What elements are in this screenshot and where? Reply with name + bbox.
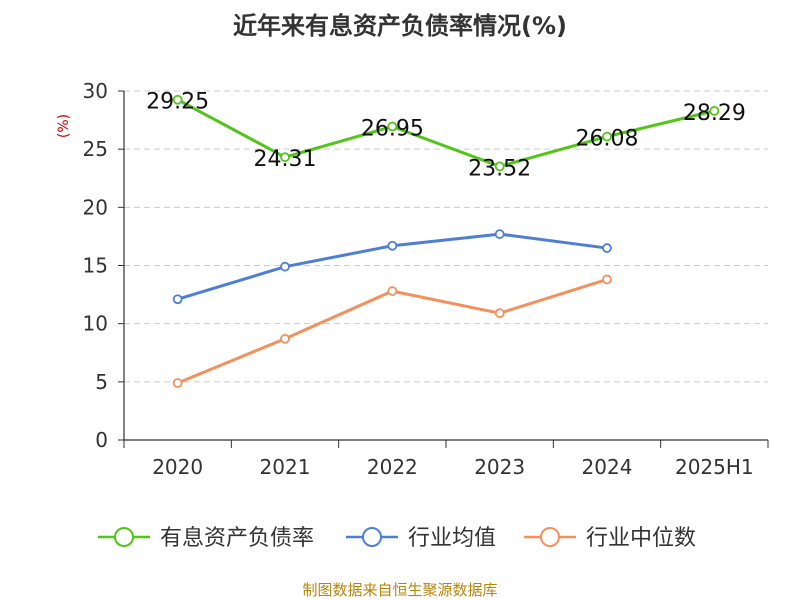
- x-tick-label: 2021: [260, 455, 311, 479]
- data-point: [387, 121, 398, 132]
- source-note: 制图数据来自恒生聚源数据库: [302, 581, 498, 599]
- y-axis-unit-label: (%): [56, 114, 72, 138]
- data-point: [387, 286, 398, 296]
- data-point: [602, 243, 612, 253]
- y-tick-label: 5: [95, 370, 108, 394]
- data-point: [602, 131, 612, 142]
- data-point: [280, 333, 290, 344]
- legend-label: 有息资产负债率: [160, 526, 314, 551]
- data-point: [172, 378, 183, 388]
- data-label: 29.25: [146, 90, 209, 115]
- axes: 0 5 10 15 20 25 30 2020 2021 2022 2023 2024 2025H1 (%…: [56, 79, 769, 479]
- data-point: [280, 261, 290, 272]
- legend-marker: [114, 527, 134, 547]
- data-point: [172, 294, 183, 305]
- data-point: [494, 308, 505, 319]
- data-label: 26.08: [576, 127, 639, 152]
- data-point: [709, 105, 720, 116]
- data-label: 28.29: [683, 101, 746, 126]
- legend-marker: [540, 527, 560, 547]
- data-label: 26.95: [361, 116, 424, 141]
- y-tick-label: 25: [83, 137, 108, 161]
- data-label: 24.31: [254, 147, 317, 172]
- x-tick-label: 2024: [582, 455, 633, 479]
- data-point: [602, 274, 612, 285]
- y-tick-label: 15: [83, 254, 108, 278]
- legend-marker: [362, 527, 382, 547]
- data-label: 23.52: [468, 156, 531, 181]
- data-labels: 29.25 24.31 26.95 23.52 26.08 28.29: [146, 90, 746, 182]
- legend-label: 行业均值: [408, 526, 496, 551]
- y-tick-label: 30: [83, 79, 108, 103]
- data-point: [494, 229, 505, 239]
- series-line: [176, 98, 715, 168]
- data-point: [280, 152, 290, 163]
- legend: 有息资产负债率 行业均值 行业中位数: [98, 526, 696, 551]
- y-tick-label: 0: [95, 428, 108, 452]
- chart-title: 近年来有息资产负债率情况(%): [233, 12, 567, 40]
- x-tick-label: 2025H1: [675, 455, 754, 479]
- x-tick-label: 2020: [152, 455, 203, 479]
- legend-label: 行业中位数: [586, 526, 696, 551]
- x-tick-label: 2023: [474, 455, 525, 479]
- y-tick-label: 10: [83, 312, 108, 336]
- data-point: [494, 161, 505, 172]
- y-tick-label: 20: [83, 195, 108, 219]
- grid-lines: [124, 90, 768, 383]
- series: [172, 94, 720, 388]
- x-tick-label: 2022: [367, 455, 418, 479]
- data-point: [387, 240, 398, 251]
- data-point: [172, 94, 183, 105]
